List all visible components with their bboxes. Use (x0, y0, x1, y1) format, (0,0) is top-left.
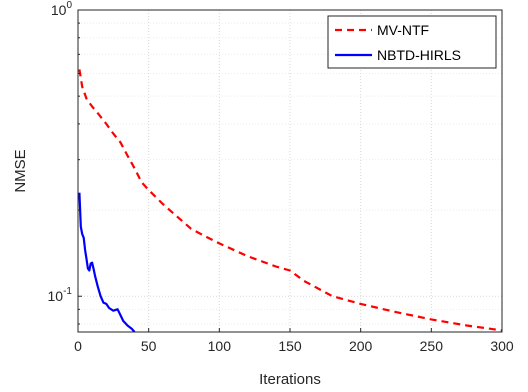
series-line-mv-ntf (78, 69, 502, 332)
y-tick-label: 10-1 (48, 286, 73, 304)
series-line-nbtd-hirls (78, 192, 136, 332)
x-tick-label: 100 (208, 338, 232, 354)
series-group (78, 69, 502, 332)
legend-label-mv-ntf: MV-NTF (377, 22, 429, 38)
y-axis-label: NMSE (12, 149, 29, 192)
legend-label-nbtd-hirls: NBTD-HIRLS (377, 47, 461, 63)
legend-box (327, 15, 497, 69)
x-axis-label: Iterations (259, 371, 321, 388)
x-tick-label: 250 (420, 338, 444, 354)
x-axis-ticks: 0 50 100 150 200 250 300 (74, 328, 514, 354)
x-tick-label: 300 (490, 338, 514, 354)
x-tick-label: 50 (141, 338, 157, 354)
y-axis-ticks: 100 10-1 (48, 0, 82, 325)
x-tick-label: 0 (74, 338, 82, 354)
x-tick-label: 200 (349, 338, 373, 354)
x-tick-label: 150 (278, 338, 302, 354)
legend: MV-NTF NBTD-HIRLS (327, 15, 497, 69)
y-tick-label: 100 (51, 0, 73, 18)
